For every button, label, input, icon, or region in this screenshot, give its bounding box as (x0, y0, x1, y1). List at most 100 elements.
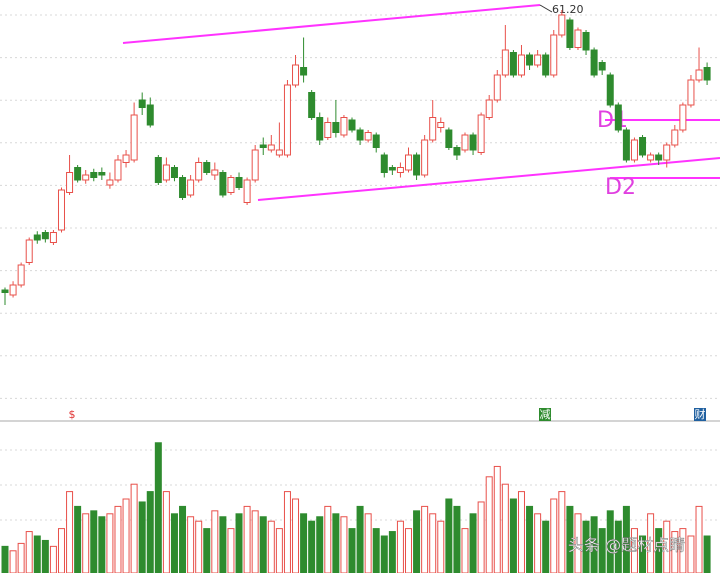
volume-bar (590, 516, 598, 573)
volume-bar (106, 513, 114, 573)
candle-body (130, 114, 138, 161)
volume-bar (542, 520, 550, 573)
volume-bar (219, 516, 227, 573)
candle-body (33, 234, 41, 241)
volume-bar (445, 498, 453, 573)
candle-body (179, 177, 187, 198)
volume-bar (275, 528, 283, 573)
candle-body (98, 172, 106, 176)
candle-body (558, 14, 566, 36)
candle-body (671, 129, 679, 146)
candle-body (25, 239, 33, 263)
volume-bar (396, 520, 404, 573)
volume-bar (292, 498, 300, 573)
candle-body (639, 137, 647, 156)
candle-body (227, 177, 235, 193)
volume-bar (614, 520, 622, 573)
candle-body (203, 162, 211, 173)
volume-bar (501, 483, 509, 573)
candle-body (606, 74, 614, 106)
volume-bar (90, 510, 98, 573)
signal-marker-bg (694, 408, 706, 421)
volume-bar (485, 476, 493, 573)
volume-bar (477, 501, 485, 573)
trend-lines (122, 4, 720, 201)
volume-bar (469, 513, 477, 573)
candle-body (534, 54, 542, 66)
candle-body (146, 104, 154, 126)
candle-body (695, 69, 703, 81)
volume-bar (251, 510, 259, 573)
candle-body (566, 19, 574, 48)
volume-bar (9, 550, 17, 573)
candle-body (49, 232, 57, 243)
candle-body (526, 54, 534, 66)
candle-body (259, 144, 267, 148)
candle-body (429, 117, 437, 141)
volume-bar (138, 501, 146, 573)
volume-bar (380, 535, 388, 573)
candle-body (550, 34, 558, 76)
candle-body (413, 154, 421, 176)
volume-bar (421, 505, 429, 573)
candle-body (316, 117, 324, 141)
volume-bar (429, 513, 437, 573)
candle-body (162, 164, 170, 181)
volume-bar (283, 491, 291, 573)
candle-body (477, 114, 485, 153)
candle-body (170, 167, 178, 178)
volume-bar (122, 498, 130, 573)
volume-bar (582, 520, 590, 573)
d1-label: D1 (597, 108, 628, 133)
volume-bar (695, 505, 703, 573)
volume-bar (639, 535, 647, 573)
candle-body (324, 122, 332, 138)
volume-bar (187, 516, 195, 573)
volume-bar (82, 513, 90, 573)
candle-body (405, 154, 412, 171)
volume-bar (154, 442, 162, 573)
volume-bar (211, 510, 219, 573)
volume-bar (243, 505, 251, 573)
candle-body (340, 117, 348, 136)
signal-marker: $ (69, 408, 76, 421)
volume-bar (437, 520, 445, 573)
candle-body (74, 167, 82, 181)
volume-bar (114, 505, 122, 573)
candle-body (396, 167, 404, 173)
candle-body (267, 144, 275, 151)
signal-marker: 减 (540, 408, 551, 421)
candle-body (114, 159, 122, 181)
volume-bar (332, 513, 340, 573)
candle-body (90, 172, 98, 178)
volume-bar (41, 539, 49, 573)
candle-body (9, 284, 17, 296)
candle-body (154, 157, 162, 183)
volume-bar (98, 516, 106, 573)
watermark: 头条 @题材点睛 (568, 536, 685, 555)
candle-body (421, 139, 429, 176)
volume-bar (227, 528, 235, 573)
volume-bar (300, 513, 308, 573)
candle-body (300, 67, 308, 76)
volume-bar (372, 528, 380, 573)
candle-body (82, 174, 90, 181)
volume-bar (203, 528, 211, 573)
candle-body (364, 132, 372, 141)
candle-body (388, 167, 396, 171)
high-label: 61.20 (552, 3, 584, 16)
candle-body (590, 49, 598, 76)
volume-bar (348, 528, 356, 573)
candle-body (235, 177, 243, 188)
candle-body (17, 264, 25, 286)
candle-body (251, 149, 259, 181)
volume-bar (17, 542, 25, 573)
volume-bar (179, 505, 187, 573)
volume-bar (526, 505, 534, 573)
volume-bar (493, 465, 501, 573)
volume-bar (413, 510, 421, 573)
volume-bar (517, 491, 525, 573)
lower-trend-line (257, 157, 720, 201)
candle-body (687, 79, 695, 106)
candle-body (461, 134, 469, 151)
